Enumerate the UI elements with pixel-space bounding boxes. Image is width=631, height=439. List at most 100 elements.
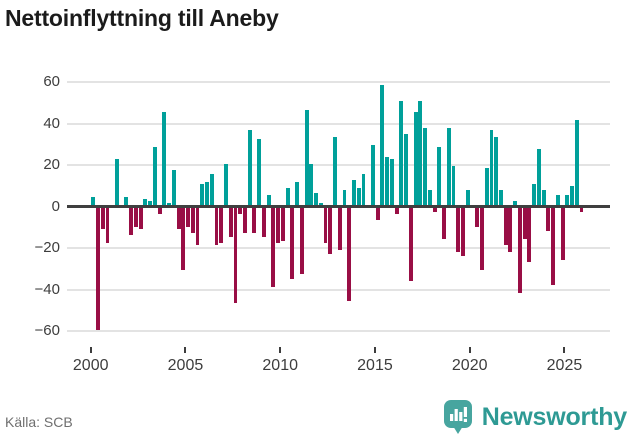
bar-2020-q3 — [480, 208, 484, 271]
bar-2004-q4 — [181, 208, 186, 271]
bar-2016-q3 — [404, 134, 409, 205]
bar-2001-q2 — [115, 159, 119, 205]
y-axis-label--20: −20 — [34, 239, 60, 256]
gridline-y--40 — [67, 288, 610, 291]
bar-2024-q3 — [555, 194, 560, 205]
bar-2013-q1 — [337, 208, 342, 250]
bar-2000-q1 — [91, 196, 96, 205]
bar-2021-q1 — [489, 130, 494, 205]
x-axis-tick-2020 — [468, 347, 471, 353]
x-axis-tick-2000 — [89, 347, 92, 353]
bar-2019-q3 — [461, 208, 465, 256]
y-axis-label-40: 40 — [43, 114, 60, 132]
bar-2019-q4 — [465, 190, 470, 205]
bar-2005-q2 — [190, 208, 195, 233]
bar-2020-q4 — [484, 167, 489, 205]
bar-2016-q4 — [408, 208, 413, 281]
gridline-y--60 — [67, 330, 610, 332]
bar-2017-q1 — [413, 111, 418, 205]
bar-2008-q4 — [257, 138, 262, 205]
x-axis-label-2010: 2010 — [262, 357, 298, 374]
bar-2014-q4 — [370, 144, 375, 205]
bar-2000-q2 — [96, 208, 100, 331]
bar-2024-q2 — [551, 208, 556, 285]
bar-2005-q1 — [186, 208, 190, 227]
bar-2017-q2 — [418, 101, 423, 205]
y-axis-label--60: −60 — [34, 322, 60, 339]
bar-2014-q2 — [361, 173, 366, 205]
bar-2021-q2 — [494, 136, 499, 205]
bar-2018-q1 — [432, 208, 437, 213]
bar-2006-q2 — [209, 173, 214, 205]
gridline-y-60 — [67, 81, 610, 83]
newsworthy-wordmark: Newsworthy — [481, 402, 627, 431]
bar-2008-q1 — [242, 208, 247, 233]
bar-2015-q2 — [380, 84, 385, 205]
bar-2023-q4 — [541, 190, 546, 205]
bar-2009-q4 — [276, 208, 281, 244]
bar-2009-q3 — [271, 208, 276, 287]
bar-2018-q2 — [437, 146, 442, 205]
y-axis-label--40: −40 — [34, 280, 60, 298]
bar-2004-q3 — [176, 208, 181, 229]
bar-2007-q4 — [238, 208, 243, 215]
bar-2017-q3 — [423, 128, 428, 205]
bar-2007-q1 — [224, 163, 228, 205]
bar-2025-q3 — [574, 119, 579, 205]
bar-2020-q2 — [475, 208, 480, 227]
bar-2022-q3 — [517, 208, 522, 294]
chart-title: Nettoinflyttning till Aneby — [5, 5, 279, 31]
bar-2011-q3 — [309, 163, 314, 205]
bar-2000-q4 — [105, 208, 110, 244]
x-axis-label-2005: 2005 — [167, 357, 204, 374]
source-note: Källa: SCB — [5, 414, 73, 430]
bar-2004-q2 — [171, 169, 176, 205]
y-axis-label-60: 60 — [43, 73, 60, 90]
bar-2010-q4 — [295, 182, 300, 205]
bar-2013-q4 — [352, 180, 356, 205]
bar-2003-q1 — [148, 200, 153, 205]
x-axis-tick-2010 — [279, 347, 282, 353]
zero-axis-line — [67, 205, 610, 208]
bar-2001-q4 — [124, 196, 129, 205]
bar-2007-q2 — [228, 208, 233, 238]
bar-2017-q4 — [427, 190, 432, 205]
bar-2005-q4 — [200, 184, 205, 205]
bar-2023-q2 — [532, 184, 537, 205]
bar-2009-q2 — [266, 194, 271, 205]
bar-2019-q1 — [451, 165, 456, 205]
bar-2002-q4 — [143, 198, 148, 205]
bar-2000-q3 — [100, 208, 105, 229]
x-axis-tick-2015 — [373, 347, 376, 353]
bar-2010-q1 — [280, 208, 285, 242]
gridline-y-40 — [67, 122, 610, 125]
bar-2015-q1 — [375, 208, 380, 221]
bar-2003-q3 — [157, 208, 162, 215]
newsworthy-logo[interactable]: Newsworthy — [442, 399, 627, 435]
bar-2014-q1 — [356, 188, 361, 205]
bar-2015-q4 — [389, 159, 394, 205]
bar-2004-q1 — [167, 202, 172, 205]
bar-2011-q1 — [299, 208, 304, 275]
bar-2006-q3 — [214, 208, 219, 246]
bar-2002-q3 — [138, 208, 143, 229]
bar-2009-q1 — [261, 208, 266, 238]
x-axis-tick-2025 — [563, 347, 566, 353]
bar-2022-q1 — [508, 208, 513, 252]
bar-2021-q4 — [503, 208, 508, 246]
bar-2002-q1 — [129, 208, 134, 235]
bar-2012-q2 — [323, 208, 328, 244]
bar-2015-q3 — [385, 157, 390, 205]
bar-2024-q4 — [560, 208, 565, 260]
bar-2022-q4 — [522, 208, 527, 240]
bar-2005-q3 — [195, 208, 200, 246]
bar-2002-q2 — [133, 208, 138, 227]
bar-2025-q2 — [570, 186, 574, 205]
gridline-y-20 — [67, 164, 610, 166]
bar-2012-q3 — [328, 208, 333, 254]
bar-2018-q3 — [442, 208, 446, 240]
bar-2018-q4 — [446, 128, 451, 205]
bar-2023-q1 — [527, 208, 532, 262]
bar-2008-q2 — [247, 130, 252, 205]
